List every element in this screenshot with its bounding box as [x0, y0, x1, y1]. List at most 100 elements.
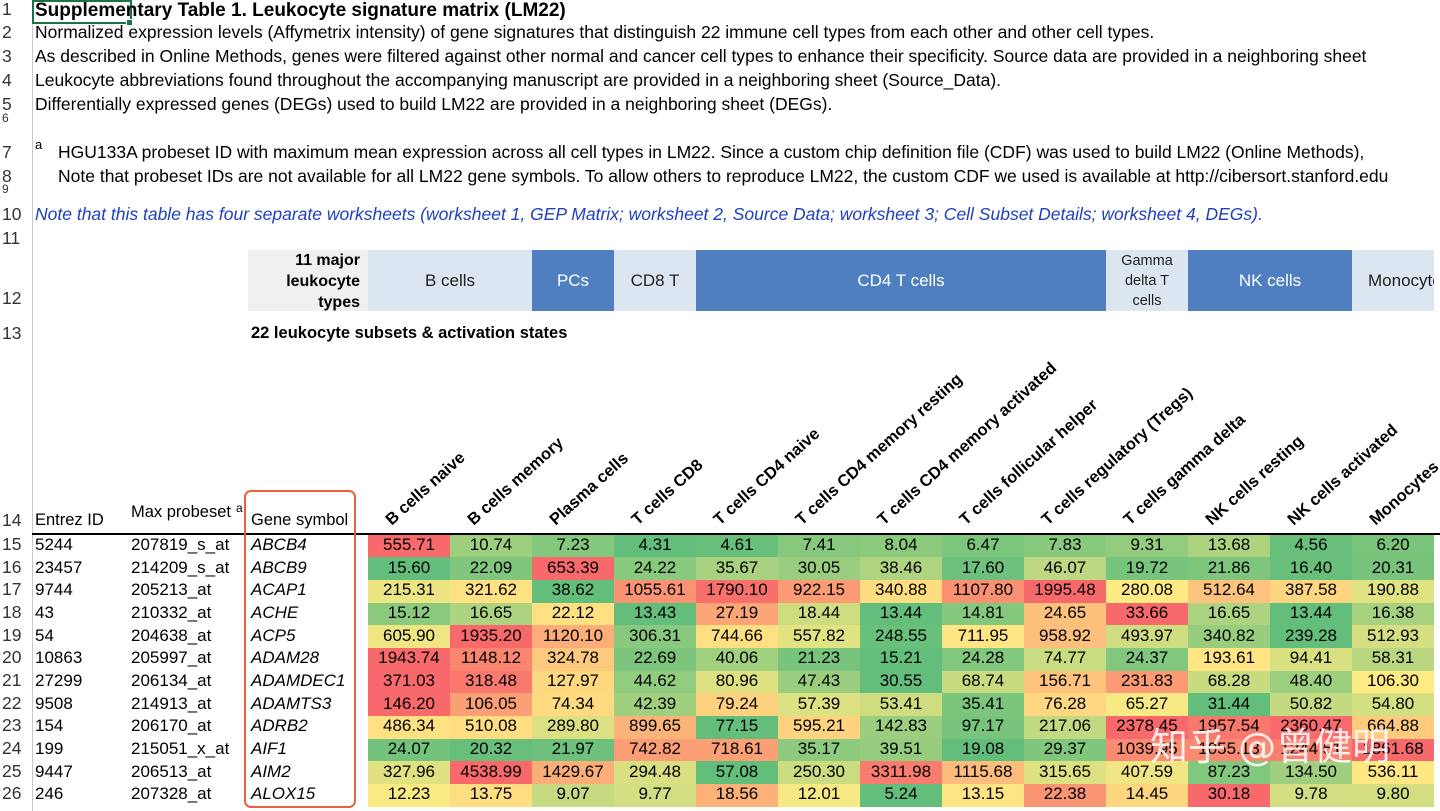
- heat-cell: [450, 783, 532, 807]
- entrez-id: 5244: [35, 535, 73, 554]
- footnote-marker: a: [35, 137, 43, 152]
- probeset-id: 204638_at: [131, 625, 212, 645]
- heat-cell: [1352, 602, 1434, 626]
- heat-cell: [942, 647, 1024, 671]
- subset-header: B cells naive: [382, 448, 469, 529]
- probeset-id: 207328_at: [131, 784, 212, 804]
- expression-value: 80.96: [715, 670, 759, 690]
- expression-value: 24.22: [633, 557, 677, 577]
- expression-value: 79.24: [715, 693, 759, 713]
- probeset-id: 206134_at: [131, 670, 212, 690]
- expression-value: 22.09: [469, 557, 513, 577]
- expression-value: 13.44: [1289, 602, 1333, 622]
- gene-symbol: ACAP1: [251, 580, 307, 600]
- heat-cell: [696, 647, 778, 671]
- gene-symbol: AIF1: [251, 738, 287, 758]
- heat-cell: [1106, 557, 1188, 581]
- heat-cell: [942, 693, 1024, 716]
- heat-cell: [1352, 534, 1434, 558]
- group-header: Monocytes: [1352, 250, 1434, 311]
- heat-cell: [860, 738, 942, 762]
- heat-cell: [1188, 580, 1270, 603]
- heat-cell: [1270, 715, 1352, 739]
- expression-value: 512.64: [1203, 580, 1255, 600]
- entrez-id: 27299: [35, 670, 83, 690]
- gene-symbol: ALOX15: [251, 784, 316, 804]
- heat-cell: [860, 580, 942, 603]
- heat-cell: [1024, 580, 1106, 603]
- heat-cell: [368, 715, 450, 739]
- expression-value: 899.65: [629, 716, 681, 736]
- expression-value: 9.07: [556, 784, 590, 804]
- row-number: 5: [2, 94, 12, 114]
- heat-cell: [696, 625, 778, 648]
- heat-cell: [450, 534, 532, 558]
- expression-value: 922.15: [793, 580, 845, 600]
- expression-value: 21.23: [797, 648, 841, 668]
- expression-value: 44.62: [633, 670, 677, 690]
- expression-value: 315.65: [1039, 761, 1091, 781]
- row-number: 10: [2, 204, 22, 224]
- heat-cell: [614, 625, 696, 648]
- expression-value: 4.31: [638, 535, 672, 554]
- expression-value: 156.71: [1039, 670, 1091, 690]
- expression-value: 20.31: [1371, 557, 1415, 577]
- expression-value: 24.65: [1043, 602, 1087, 622]
- group-label: 11 major leukocyte types: [248, 250, 368, 311]
- heat-cell: [1188, 783, 1270, 807]
- expression-value: 742.82: [629, 738, 681, 758]
- expression-value: 958.92: [1039, 625, 1091, 645]
- heat-cell: [942, 761, 1024, 784]
- header-border: [32, 533, 1440, 535]
- heat-cell: [1352, 670, 1434, 694]
- expression-value: 46.07: [1043, 557, 1087, 577]
- expression-value: 12.23: [387, 784, 431, 804]
- expression-value: 664.88: [1367, 716, 1419, 736]
- expression-value: 1957.54: [1198, 716, 1260, 736]
- highlight-box: [244, 490, 356, 808]
- heat-cell: [860, 670, 942, 694]
- heat-cell: [696, 670, 778, 694]
- group-header: CD8 T: [614, 250, 696, 311]
- expression-value: 10.74: [469, 535, 513, 554]
- expression-value: 74.34: [551, 693, 595, 713]
- expression-value: 94.41: [1289, 648, 1333, 668]
- heat-cell: [450, 557, 532, 581]
- expression-value: 13.68: [1207, 535, 1251, 554]
- gene-symbol: ABCB9: [251, 557, 307, 577]
- expression-value: 190.88: [1367, 580, 1419, 600]
- heat-cell: [1106, 647, 1188, 671]
- expression-value: 8.04: [884, 535, 918, 554]
- footnote: Note that probeset IDs are not available…: [58, 166, 1389, 186]
- expression-value: 13.75: [469, 784, 513, 804]
- expression-value: 248.55: [875, 625, 927, 645]
- expression-value: 493.97: [1121, 625, 1173, 645]
- expression-value: 16.38: [1371, 602, 1415, 622]
- expression-value: 324.78: [547, 648, 599, 668]
- expression-value: 5.24: [884, 784, 918, 804]
- expression-value: 30.18: [1207, 784, 1251, 804]
- heat-cell: [778, 715, 860, 739]
- heat-cell: [942, 715, 1024, 739]
- heat-cell: [696, 761, 778, 784]
- row-number: 21: [2, 669, 22, 690]
- entrez-id: 23457: [35, 557, 83, 577]
- heat-cell: [860, 534, 942, 558]
- heat-cell: [1352, 715, 1434, 739]
- heat-cell: [614, 693, 696, 716]
- expression-value: 97.17: [961, 716, 1005, 736]
- probeset-id: 206513_at: [131, 761, 212, 781]
- gene-symbol: ADAMTS3: [251, 693, 332, 713]
- subset-header: Monocytes: [1366, 457, 1440, 529]
- heat-cell: [1106, 602, 1188, 626]
- heat-cell: [450, 670, 532, 694]
- expression-value: 18.56: [715, 784, 759, 804]
- expression-value: 30.55: [879, 670, 923, 690]
- expression-value: 142.83: [875, 716, 927, 736]
- row-number: 8: [2, 166, 12, 186]
- selected-cell[interactable]: [32, 0, 132, 24]
- group-header: CD4 T cells: [696, 250, 1106, 311]
- row-number: 22: [2, 692, 22, 713]
- heat-cell: [368, 534, 450, 558]
